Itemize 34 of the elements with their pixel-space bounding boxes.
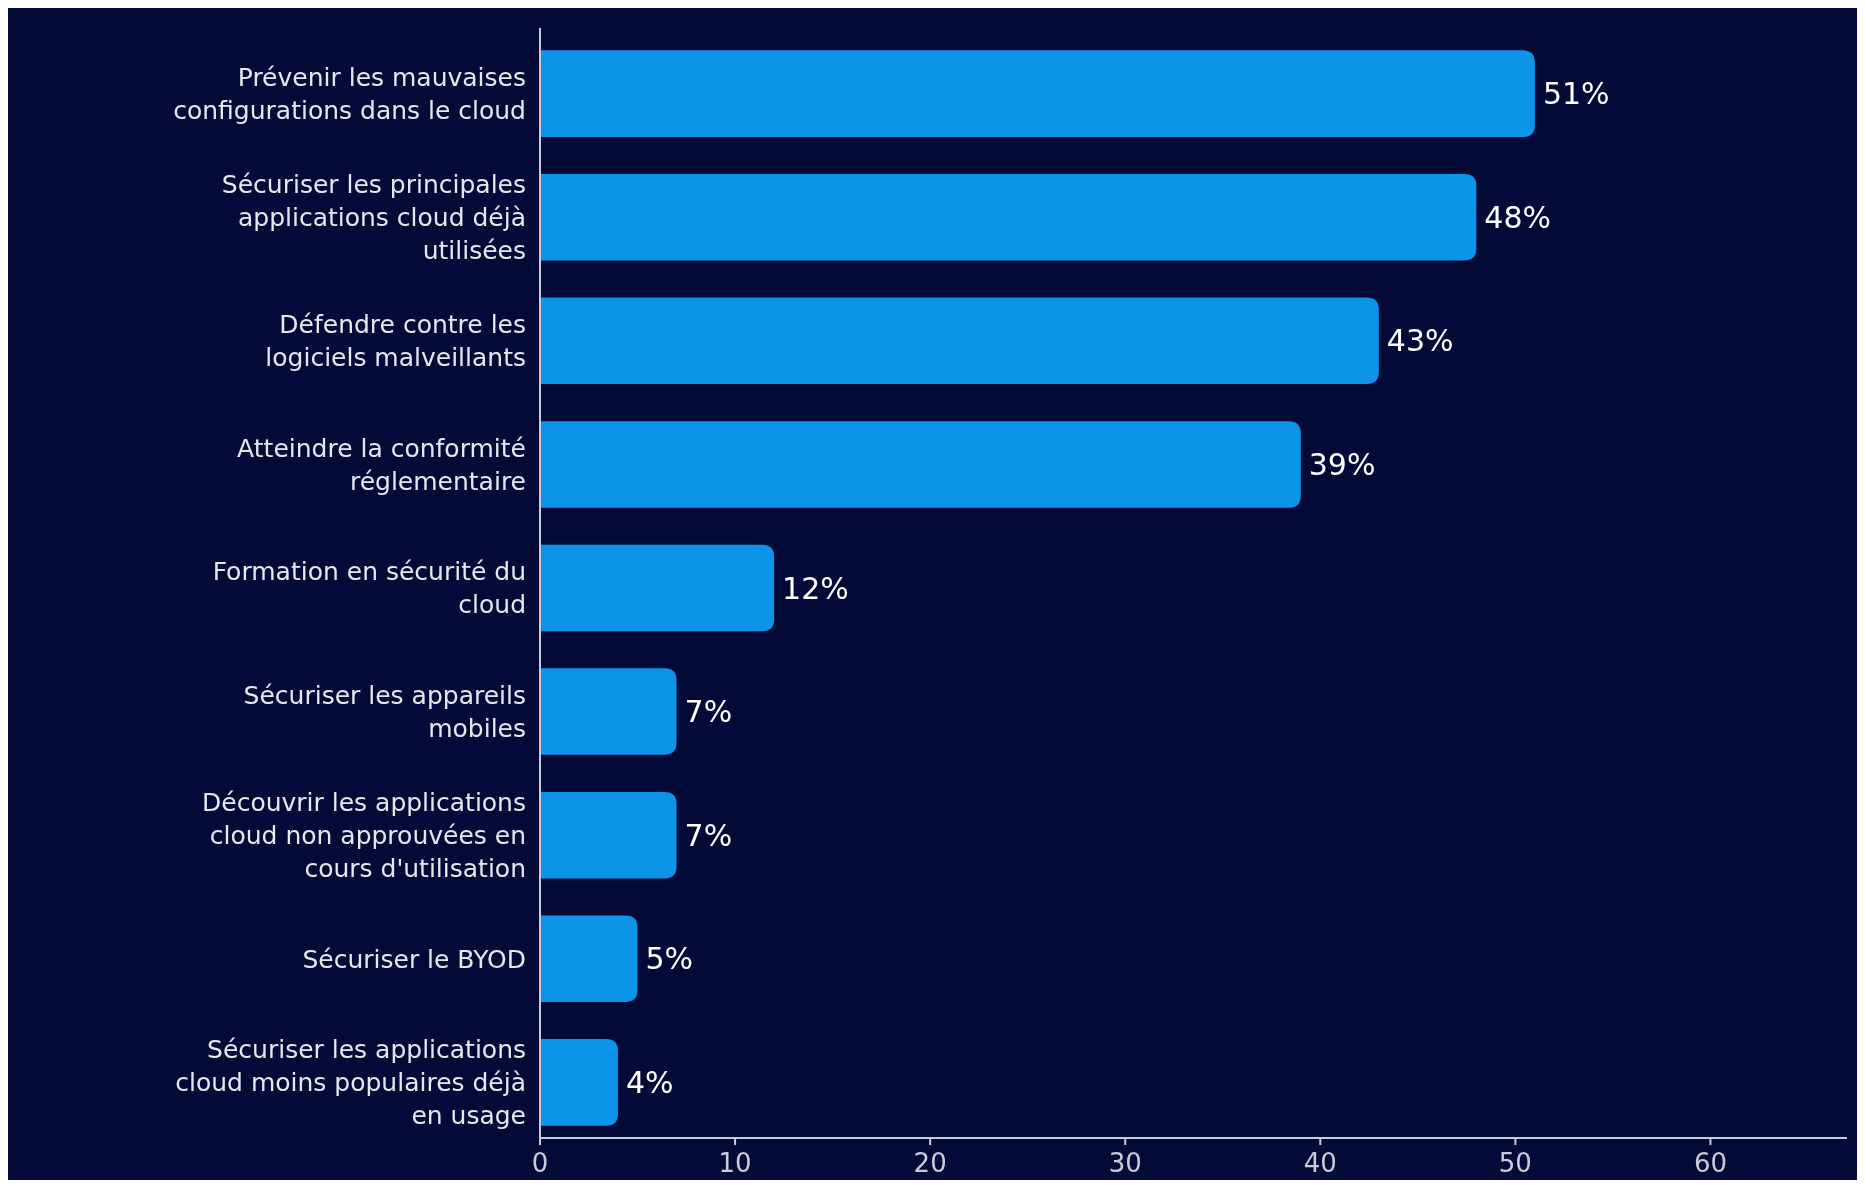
- y-tick-label: Défendre contre les logiciels malveillants: [265, 310, 526, 373]
- bar: [540, 1039, 619, 1126]
- x-tick-label: 0: [531, 1148, 549, 1178]
- data-label: 48%: [1484, 199, 1552, 235]
- bar: [540, 297, 1379, 385]
- data-label: 51%: [1542, 76, 1610, 112]
- bar: [540, 544, 775, 632]
- x-tick-label: 20: [913, 1148, 947, 1178]
- bar: [540, 791, 677, 879]
- x-tick-label: 10: [718, 1148, 752, 1178]
- data-label: 4%: [626, 1064, 674, 1100]
- y-tick-label: Sécuriser le BYOD: [302, 944, 526, 974]
- data-label: 7%: [684, 817, 733, 853]
- data-label: 43%: [1386, 323, 1454, 359]
- y-tick-label: Atteindre la conformité réglementaire: [237, 433, 526, 496]
- bar: [540, 668, 677, 755]
- bar: [540, 50, 1535, 137]
- x-tick-label: 60: [1693, 1148, 1727, 1178]
- y-tick-label: Sécuriser les principales applications cloud déjà utilisées: [221, 169, 526, 265]
- x-tick-label: 40: [1303, 1148, 1337, 1178]
- y-tick-label: Prévenir les mauvaises configurations dans le cloud: [173, 62, 526, 125]
- data-label: 5%: [645, 941, 694, 977]
- x-tick-label: 50: [1498, 1148, 1532, 1178]
- y-tick-label: Sécuriser les appareils mobiles: [243, 680, 526, 743]
- data-label: 12%: [782, 570, 849, 606]
- y-tick-label: Découvrir les applications cloud non approuvées en cours d'utilisation: [202, 787, 526, 883]
- data-label: 7%: [684, 694, 733, 730]
- bar: [540, 421, 1301, 508]
- bar: [540, 173, 1477, 261]
- y-tick-label: Sécuriser les applications cloud moins populaires déjà en usage: [175, 1035, 526, 1131]
- bar: [540, 915, 638, 1003]
- data-label: 39%: [1308, 446, 1376, 482]
- y-tick-label: Formation en sécurité du cloud: [212, 557, 526, 620]
- x-tick-label: 30: [1108, 1148, 1142, 1178]
